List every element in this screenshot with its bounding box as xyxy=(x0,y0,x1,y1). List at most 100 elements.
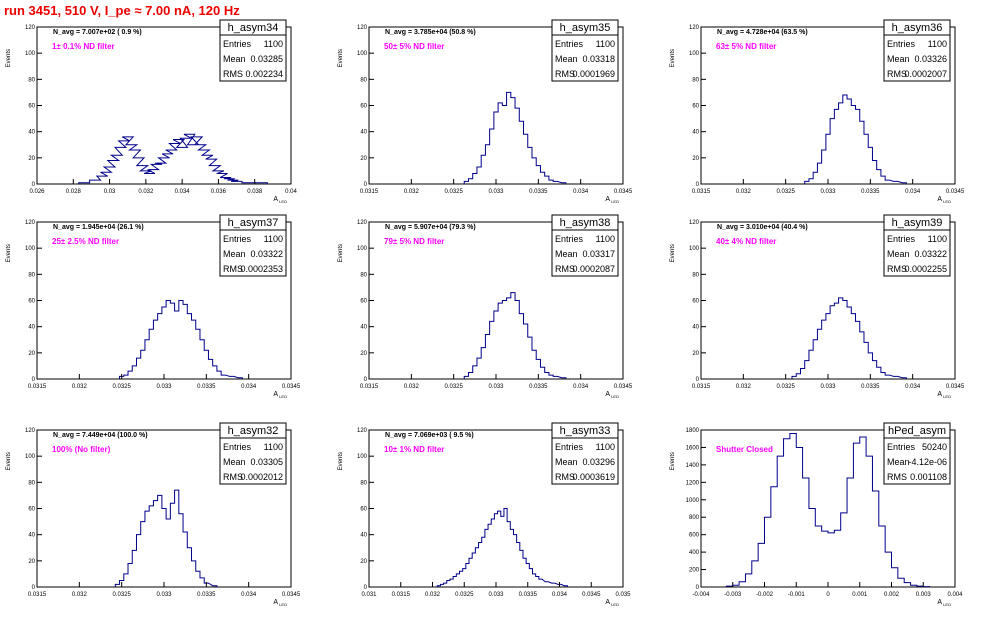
navg-label: N_avg = 4.728e+04 (63.5 %) xyxy=(717,29,808,36)
stats-value: 0.0002007 xyxy=(904,69,947,79)
x-tick-label: 0.0315 xyxy=(392,592,411,598)
y-axis-title: Events xyxy=(670,452,676,470)
y-tick-label: 100 xyxy=(25,246,36,252)
stats-label: Mean xyxy=(223,457,246,467)
y-tick-label: 1600 xyxy=(686,445,700,451)
x-axis-subscript: LED xyxy=(610,199,619,204)
filter-label: 40± 4% ND filter xyxy=(716,237,776,246)
x-tick-label: 0.04 xyxy=(285,189,297,195)
y-tick-label: 100 xyxy=(25,51,36,57)
stats-label: Entries xyxy=(223,234,252,244)
x-tick-label: 0.031 xyxy=(361,592,377,598)
stats-value: 0.0002087 xyxy=(572,264,615,274)
x-tick-label: 0.0315 xyxy=(360,189,379,195)
x-tick-label: 0.033 xyxy=(488,189,504,195)
stats-value: 0.001108 xyxy=(910,472,947,482)
y-axis-title: Events xyxy=(338,452,344,470)
y-tick-label: 60 xyxy=(28,507,35,513)
x-tick-label: 0.034 xyxy=(552,592,568,598)
y-tick-label: 120 xyxy=(689,220,700,226)
y-tick-label: 40 xyxy=(360,533,367,539)
x-tick-label: 0.034 xyxy=(241,592,257,598)
y-tick-label: 0 xyxy=(696,182,700,188)
x-axis-title: A LED xyxy=(273,196,287,204)
stats-label: RMS xyxy=(223,264,243,274)
x-tick-label: 0.0325 xyxy=(444,189,463,195)
y-axis-title: Events xyxy=(338,49,344,67)
stats-label: Mean xyxy=(223,249,246,259)
x-axis-subscript: LED xyxy=(278,394,287,399)
stats-label: RMS xyxy=(555,472,575,482)
x-tick-label: 0.001 xyxy=(852,592,868,598)
y-axis-title: Events xyxy=(670,244,676,262)
histogram-line xyxy=(114,489,218,587)
stats-label: Entries xyxy=(555,442,584,452)
y-tick-label: 20 xyxy=(692,351,699,357)
stats-box xyxy=(219,229,287,277)
stats-label: Entries xyxy=(887,39,916,49)
x-axis-subscript: LED xyxy=(610,394,619,399)
x-tick-label: 0.032 xyxy=(138,189,154,195)
y-tick-label: 600 xyxy=(689,533,700,539)
x-tick-label: 0.038 xyxy=(247,189,263,195)
y-tick-label: 0 xyxy=(364,182,368,188)
stats-label: Entries xyxy=(555,234,584,244)
y-tick-label: 1400 xyxy=(686,463,700,469)
x-tick-label: 0.0335 xyxy=(197,592,216,598)
stats-label: RMS xyxy=(555,69,575,79)
stats-label: RMS xyxy=(887,69,907,79)
histogram-line xyxy=(463,292,567,379)
stats-value: 0.03296 xyxy=(582,457,615,467)
y-tick-label: 80 xyxy=(28,272,35,278)
histogram-line xyxy=(119,300,243,379)
y-tick-label: 80 xyxy=(692,272,699,278)
stats-box xyxy=(883,229,951,277)
y-tick-label: 80 xyxy=(28,480,35,486)
x-tick-label: 0.032 xyxy=(404,189,420,195)
y-tick-label: 60 xyxy=(360,104,367,110)
y-tick-label: 100 xyxy=(357,454,368,460)
histogram-title: h_asym37 xyxy=(228,217,279,229)
histogram-title: h_asym38 xyxy=(560,217,611,229)
stats-label: Mean xyxy=(887,249,910,259)
y-tick-label: 80 xyxy=(28,77,35,83)
stats-value: 0.0003619 xyxy=(572,472,615,482)
x-axis-subscript: LED xyxy=(278,602,287,607)
x-tick-label: 0.026 xyxy=(29,189,45,195)
x-tick-label: 0.0345 xyxy=(946,189,965,195)
stats-label: RMS xyxy=(223,69,243,79)
y-tick-label: 120 xyxy=(357,220,368,226)
y-tick-label: 80 xyxy=(360,272,367,278)
x-tick-label: 0.032 xyxy=(72,384,88,390)
stats-value: -4.12e-06 xyxy=(908,457,947,467)
stats-value: 0.03322 xyxy=(250,249,283,259)
x-tick-label: 0.034 xyxy=(175,189,191,195)
stats-value: 0.03305 xyxy=(250,457,283,467)
x-axis-subscript: LED xyxy=(942,394,951,399)
x-axis-title: A LED xyxy=(605,391,619,399)
y-tick-label: 40 xyxy=(360,325,367,331)
y-tick-label: 120 xyxy=(357,428,368,434)
histogram-line xyxy=(804,94,907,184)
stats-label: Entries xyxy=(887,442,916,452)
navg-label: N_avg = 3.785e+04 (50.8 %) xyxy=(385,29,476,36)
stats-label: Mean xyxy=(555,457,578,467)
stats-label: Entries xyxy=(223,442,252,452)
y-tick-label: 60 xyxy=(692,299,699,305)
x-tick-label: 0.004 xyxy=(947,592,963,598)
x-tick-label: 0.032 xyxy=(72,592,88,598)
y-tick-label: 0 xyxy=(696,377,700,383)
y-tick-label: 120 xyxy=(25,428,36,434)
y-tick-label: 40 xyxy=(692,325,699,331)
x-tick-label: 0.0325 xyxy=(455,592,474,598)
filter-label: 63± 5% ND filter xyxy=(716,42,776,51)
navg-label: N_avg = 7.449e+04 (100.0 %) xyxy=(53,432,148,439)
panel-h_asym35: 0.0315 0.032 0.0325 0.033 0.0335 0.034 0.0345 0… xyxy=(338,19,633,204)
histogram-line xyxy=(791,297,907,379)
x-tick-label: 0.0325 xyxy=(112,384,131,390)
x-tick-label: 0.0325 xyxy=(776,384,795,390)
histogram-title: h_asym33 xyxy=(560,425,611,437)
y-tick-label: 0 xyxy=(32,377,36,383)
stats-label: RMS xyxy=(887,472,907,482)
x-tick-label: 0.034 xyxy=(905,384,921,390)
